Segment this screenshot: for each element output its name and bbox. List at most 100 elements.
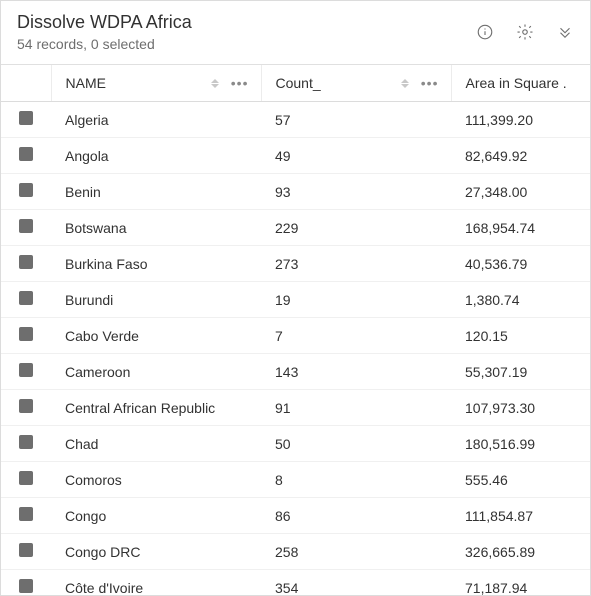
row-select-cell[interactable]: [1, 102, 51, 138]
column-menu-icon[interactable]: •••: [227, 75, 253, 91]
cell-name: Congo DRC: [51, 534, 261, 570]
table-row[interactable]: Central African Republic91107,973.30: [1, 390, 590, 426]
cell-count: 258: [261, 534, 451, 570]
table-row[interactable]: Cabo Verde7120.15: [1, 318, 590, 354]
table-row[interactable]: Cameroon14355,307.19: [1, 354, 590, 390]
cell-count: 229: [261, 210, 451, 246]
col-header-select: [1, 65, 51, 102]
cell-area: 120.15: [451, 318, 590, 354]
cell-area: 1,380.74: [451, 282, 590, 318]
cell-count: 7: [261, 318, 451, 354]
row-select-cell[interactable]: [1, 354, 51, 390]
panel-actions: [476, 23, 574, 41]
select-box-icon[interactable]: [19, 543, 33, 557]
cell-count: 91: [261, 390, 451, 426]
cell-count: 57: [261, 102, 451, 138]
header-row: NAME ••• Count_: [1, 65, 590, 102]
table-row[interactable]: Benin9327,348.00: [1, 174, 590, 210]
cell-name: Chad: [51, 426, 261, 462]
select-box-icon[interactable]: [19, 255, 33, 269]
cell-area: 27,348.00: [451, 174, 590, 210]
select-box-icon[interactable]: [19, 507, 33, 521]
cell-name: Angola: [51, 138, 261, 174]
select-box-icon[interactable]: [19, 471, 33, 485]
cell-name: Botswana: [51, 210, 261, 246]
cell-count: 273: [261, 246, 451, 282]
table-row[interactable]: Angola4982,649.92: [1, 138, 590, 174]
attribute-table-panel: Dissolve WDPA Africa 54 records, 0 selec…: [0, 0, 591, 596]
select-box-icon[interactable]: [19, 291, 33, 305]
table-row[interactable]: Botswana229168,954.74: [1, 210, 590, 246]
cell-area: 107,973.30: [451, 390, 590, 426]
cell-area: 168,954.74: [451, 210, 590, 246]
table-row[interactable]: Comoros8555.46: [1, 462, 590, 498]
cell-name: Central African Republic: [51, 390, 261, 426]
cell-count: 50: [261, 426, 451, 462]
row-select-cell[interactable]: [1, 390, 51, 426]
cell-area: 40,536.79: [451, 246, 590, 282]
cell-area: 180,516.99: [451, 426, 590, 462]
select-box-icon[interactable]: [19, 435, 33, 449]
select-box-icon[interactable]: [19, 111, 33, 125]
select-box-icon[interactable]: [19, 399, 33, 413]
table-row[interactable]: Côte d'Ivoire35471,187.94: [1, 570, 590, 595]
panel-header: Dissolve WDPA Africa 54 records, 0 selec…: [1, 1, 590, 65]
col-header-count-label: Count_: [270, 75, 401, 91]
cell-area: 55,307.19: [451, 354, 590, 390]
sort-icon[interactable]: [401, 79, 411, 88]
row-select-cell[interactable]: [1, 462, 51, 498]
cell-name: Benin: [51, 174, 261, 210]
col-header-count[interactable]: Count_ •••: [261, 65, 451, 102]
panel-subtitle: 54 records, 0 selected: [17, 36, 476, 52]
cell-count: 86: [261, 498, 451, 534]
row-select-cell[interactable]: [1, 282, 51, 318]
table-row[interactable]: Congo DRC258326,665.89: [1, 534, 590, 570]
table-row[interactable]: Chad50180,516.99: [1, 426, 590, 462]
cell-area: 82,649.92: [451, 138, 590, 174]
row-select-cell[interactable]: [1, 534, 51, 570]
header-titles: Dissolve WDPA Africa 54 records, 0 selec…: [17, 11, 476, 52]
table-row[interactable]: Burkina Faso27340,536.79: [1, 246, 590, 282]
table-body: Algeria57111,399.20Angola4982,649.92Beni…: [1, 102, 590, 595]
cell-name: Burkina Faso: [51, 246, 261, 282]
table-row[interactable]: Algeria57111,399.20: [1, 102, 590, 138]
col-header-name[interactable]: NAME •••: [51, 65, 261, 102]
row-select-cell[interactable]: [1, 246, 51, 282]
cell-count: 93: [261, 174, 451, 210]
col-header-name-label: NAME: [60, 75, 211, 91]
cell-area: 555.46: [451, 462, 590, 498]
sort-icon[interactable]: [211, 79, 221, 88]
cell-name: Côte d'Ivoire: [51, 570, 261, 595]
collapse-icon[interactable]: [556, 23, 574, 41]
table-row[interactable]: Congo86111,854.87: [1, 498, 590, 534]
gear-icon[interactable]: [516, 23, 534, 41]
cell-count: 19: [261, 282, 451, 318]
row-select-cell[interactable]: [1, 426, 51, 462]
cell-name: Congo: [51, 498, 261, 534]
select-box-icon[interactable]: [19, 183, 33, 197]
col-header-area[interactable]: Area in Square .: [451, 65, 590, 102]
select-box-icon[interactable]: [19, 147, 33, 161]
cell-name: Cameroon: [51, 354, 261, 390]
cell-name: Algeria: [51, 102, 261, 138]
cell-count: 143: [261, 354, 451, 390]
row-select-cell[interactable]: [1, 498, 51, 534]
select-box-icon[interactable]: [19, 219, 33, 233]
col-header-area-label: Area in Square .: [460, 75, 583, 91]
row-select-cell[interactable]: [1, 138, 51, 174]
column-menu-icon[interactable]: •••: [417, 75, 443, 91]
select-box-icon[interactable]: [19, 327, 33, 341]
cell-area: 111,854.87: [451, 498, 590, 534]
table-row[interactable]: Burundi191,380.74: [1, 282, 590, 318]
row-select-cell[interactable]: [1, 318, 51, 354]
row-select-cell[interactable]: [1, 174, 51, 210]
cell-count: 354: [261, 570, 451, 595]
cell-area: 326,665.89: [451, 534, 590, 570]
select-box-icon[interactable]: [19, 579, 33, 593]
cell-name: Cabo Verde: [51, 318, 261, 354]
row-select-cell[interactable]: [1, 210, 51, 246]
row-select-cell[interactable]: [1, 570, 51, 595]
info-icon[interactable]: [476, 23, 494, 41]
select-box-icon[interactable]: [19, 363, 33, 377]
cell-area: 111,399.20: [451, 102, 590, 138]
